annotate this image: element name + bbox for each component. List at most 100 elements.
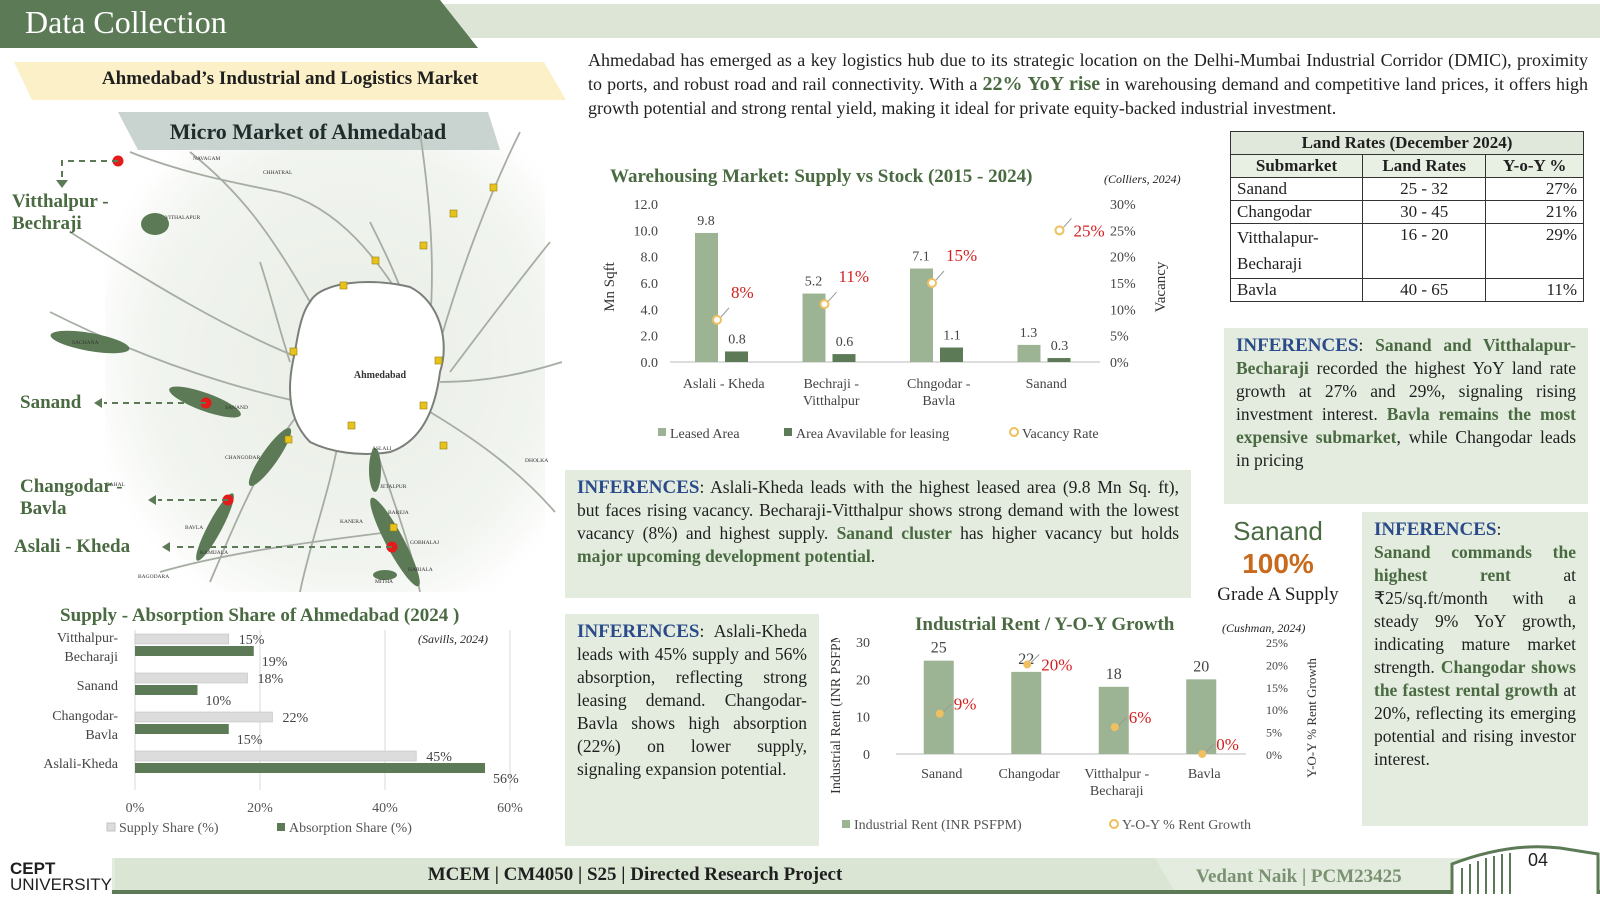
bar-value-label: 18%	[258, 672, 284, 687]
y-tick-label: 12.0	[634, 198, 659, 213]
y2-tick-label: 20%	[1266, 658, 1288, 672]
table-caption: Land Rates (December 2024)	[1230, 131, 1584, 155]
category-label: Bechraji -	[803, 377, 859, 392]
vacancy-point	[927, 278, 937, 288]
legend-swatch	[842, 820, 850, 828]
highway-markers	[284, 183, 498, 532]
page-title: Data Collection	[0, 0, 478, 48]
category-label: Vitthalpur	[803, 394, 860, 409]
vacancy-leader	[935, 270, 945, 281]
map-title-banner	[118, 112, 500, 150]
svg-text:KAMIJALA: KAMIJALA	[200, 550, 228, 556]
category-label: Vitthalpur -	[1084, 767, 1149, 782]
svg-text:MITHA: MITHA	[375, 579, 393, 585]
bar-available-area	[940, 347, 963, 362]
legend-label: Y-O-Y % Rent Growth	[1122, 818, 1251, 833]
y2-tick-label: 0%	[1110, 356, 1129, 371]
bar-value-label: 56%	[493, 772, 519, 787]
bar-supply-share	[134, 711, 273, 723]
y-tick-label: 6.0	[641, 277, 659, 292]
growth-label: 0%	[1216, 735, 1239, 754]
bar-value-label: 0.3	[1051, 339, 1069, 354]
growth-label: 6%	[1129, 708, 1152, 727]
y-tick-label: 10.0	[634, 224, 659, 239]
y2-tick-label: 25%	[1266, 638, 1288, 650]
market-title-banner	[14, 62, 566, 100]
category-label: Aslali - Kheda	[683, 377, 765, 392]
category-label: Changodar-	[52, 709, 118, 724]
bar-leased-area	[695, 232, 718, 362]
inference-box-supply-absorption: INFERENCES: Aslali-Kheda leads with 45% …	[565, 614, 819, 846]
bar-industrial-rent	[1011, 671, 1042, 754]
legend-label: Area Avavilable for leasing	[796, 427, 949, 442]
legend-label: Supply Share (%)	[119, 821, 219, 836]
y2-tick-label: 15%	[1266, 681, 1288, 695]
y2-tick-label: 0%	[1266, 748, 1282, 762]
callout-vitthalpur: Vitthalpur - Bechraji	[12, 191, 109, 234]
y-tick-label: 20	[856, 673, 870, 688]
bar-absorption-share	[135, 685, 198, 695]
warehousing-chart: 0.0 2.0 4.0 6.0 8.0 10.0 12.0 0% 5% 10% 15% 20% 25% 3…	[602, 198, 1169, 442]
cluster-bavla	[196, 493, 234, 561]
legend-label: Vacancy Rate	[1022, 427, 1099, 442]
x-tick-label: 20%	[247, 801, 273, 816]
legend-label: Industrial Rent (INR PSFPM)	[854, 818, 1022, 833]
svg-text:CHHATRAL: CHHATRAL	[263, 170, 293, 176]
cluster-sachana	[50, 330, 130, 354]
y-tick-label: 8.0	[641, 251, 659, 266]
bar-value-label: 22%	[283, 711, 309, 726]
bar-absorption-share	[135, 724, 229, 734]
cluster-changodar	[248, 427, 292, 487]
table-header: Y-o-Y %	[1485, 154, 1584, 178]
vacancy-label: 25%	[1074, 221, 1105, 240]
bar-value-label: 45%	[426, 750, 452, 765]
vacancy-label: 11%	[839, 267, 870, 286]
callout-arrows	[61, 160, 392, 548]
vacancy-point	[1054, 225, 1065, 236]
y2-tick-label: 20%	[1110, 251, 1136, 266]
bar-value-label: 18	[1106, 666, 1122, 683]
warehouse-icon	[1450, 845, 1600, 894]
table-header: Land Rates	[1361, 154, 1487, 178]
category-label: Changodar	[999, 767, 1061, 782]
category-label: Bavla	[85, 728, 118, 743]
table-row: Bavla 40 - 65 11%	[1230, 278, 1584, 302]
table-row: Changodar 30 - 45 21%	[1230, 200, 1584, 224]
y2-tick-label: 15%	[1110, 277, 1136, 292]
x-tick-label: 0%	[126, 801, 145, 816]
bar-value-label: 15%	[239, 633, 265, 648]
vacancy-leader	[720, 307, 730, 318]
bar-available-area	[1047, 358, 1071, 362]
ahmedabad-city-boundary	[289, 281, 445, 455]
growth-label: 9%	[954, 695, 977, 714]
bar-value-label: 0.6	[836, 335, 854, 350]
growth-label: 20%	[1041, 655, 1072, 674]
vacancy-leader	[828, 291, 837, 302]
y-axis-label: Mn Sqft	[602, 261, 618, 311]
warehousing-chart-source: (Colliers, 2024)	[1104, 172, 1181, 186]
bar-value-label: 1.3	[1020, 326, 1038, 341]
growth-point	[1023, 660, 1032, 669]
micro-market-map: Micro Market of Ahmedabad Ahmedabad	[49, 112, 562, 593]
bar-value-label: 9.8	[697, 214, 715, 229]
footer-line	[112, 890, 1600, 894]
bar-value-label: 0.8	[728, 332, 746, 347]
svg-text:KANERA: KANERA	[340, 519, 363, 525]
svg-text:VITHALAPUR: VITHALAPUR	[165, 215, 200, 221]
y-tick-label: 0.0	[641, 356, 659, 371]
y2-tick-label: 5%	[1110, 330, 1129, 345]
vacancy-point	[819, 299, 830, 310]
category-label: Aslali-Kheda	[43, 757, 118, 772]
rent-chart-source: (Cushman, 2024)	[1222, 621, 1306, 635]
bar-value-label: 7.1	[912, 250, 930, 265]
bar-absorption-share	[135, 646, 254, 656]
supply-absorption-source: (Savills, 2024)	[418, 632, 488, 646]
category-label: Becharaji	[1090, 784, 1144, 799]
growth-point	[1198, 750, 1207, 758]
growth-leader	[943, 703, 953, 713]
bar-available-area	[832, 354, 856, 362]
svg-text:GOBHALAJ: GOBHALAJ	[410, 540, 440, 546]
y2-axis-label: Vacancy	[1153, 261, 1169, 312]
market-title: Ahmedabad’s Industrial and Logistics Mar…	[101, 68, 479, 89]
bar-value-label: 20	[1193, 658, 1209, 675]
